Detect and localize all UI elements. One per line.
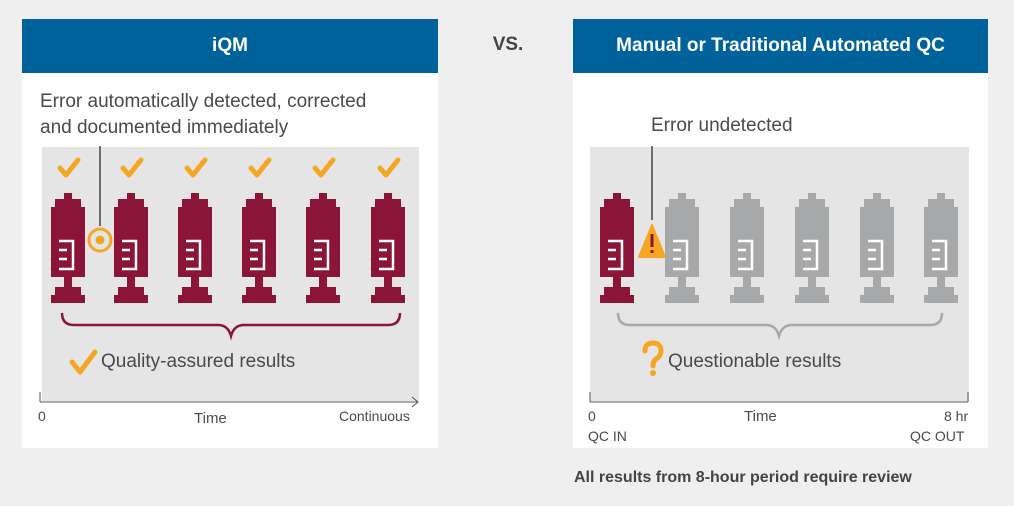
traditional-callout: Error undetected (651, 115, 793, 136)
syringe-icon (369, 191, 407, 305)
traditional-qc-header: Manual or Traditional Automated QC (573, 19, 988, 73)
iqm-panel: iQM (22, 19, 438, 448)
vs-label: VS. (492, 34, 524, 55)
syringe-icon (240, 191, 278, 305)
traditional-axis-end-sub: QC OUT (910, 428, 965, 444)
iqm-axis-end: Continuous (339, 408, 410, 424)
traditional-axis-end: 8 hr (944, 408, 969, 424)
syringe-icon (793, 191, 831, 305)
check-icon (60, 160, 78, 175)
check-icon (251, 160, 269, 175)
iqm-result-label: Quality-assured results (101, 351, 296, 372)
question-mark-icon (642, 340, 664, 376)
syringe-icon (49, 191, 87, 305)
iqm-callout-line2: and documented immediately (40, 117, 289, 138)
traditional-qc-panel: Manual or Traditional Automated QC (573, 19, 988, 448)
iqm-axis-middle: Time (194, 410, 227, 427)
traditional-axis-start: 0 (588, 408, 596, 424)
traditional-axis-start-sub: QC IN (588, 428, 627, 444)
syringe-icon (598, 191, 636, 305)
check-icon (69, 349, 98, 375)
check-icon (380, 160, 398, 175)
syringe-icon (304, 191, 342, 305)
target-icon (87, 227, 113, 253)
check-icon (315, 160, 333, 175)
iqm-syringe-area (42, 147, 419, 401)
syringe-icon (922, 191, 960, 305)
syringe-icon (112, 191, 150, 305)
traditional-result-label: Questionable results (668, 351, 842, 372)
iqm-header: iQM (22, 19, 438, 73)
iqm-axis-start: 0 (38, 408, 46, 424)
syringe-icon (728, 191, 766, 305)
iqm-callout-line1: Error automatically detected, corrected (40, 91, 367, 112)
check-icon (123, 160, 141, 175)
traditional-axis-middle: Time (744, 408, 777, 425)
syringe-icon (858, 191, 896, 305)
syringe-icon (176, 191, 214, 305)
warning-icon (638, 224, 666, 258)
syringe-icon (663, 191, 701, 305)
footer-note: All results from 8-hour period require r… (574, 469, 912, 486)
check-icon (187, 160, 205, 175)
